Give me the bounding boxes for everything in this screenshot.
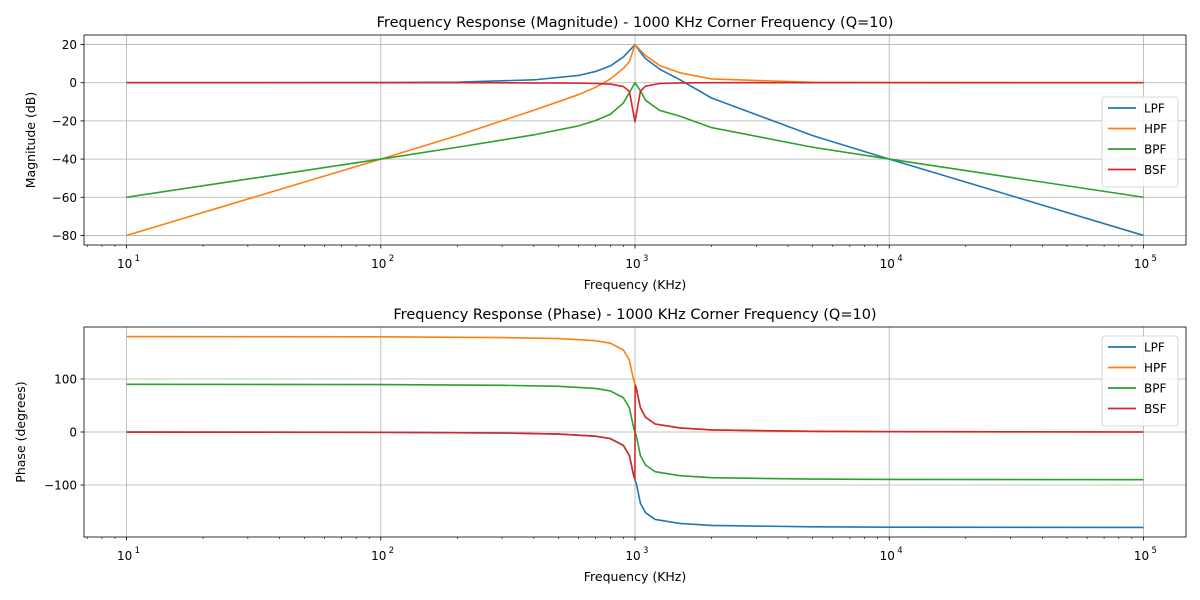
legend-label-bpf: BPF bbox=[1144, 143, 1166, 157]
y-tick-label: 100 bbox=[54, 372, 77, 386]
y-tick-label: 0 bbox=[69, 426, 77, 440]
x-tick-label-exponent: 5 bbox=[1151, 254, 1156, 264]
legend-label-lpf: LPF bbox=[1144, 102, 1165, 116]
legend-label-bsf: BSF bbox=[1144, 163, 1167, 177]
x-tick-label: 10 bbox=[371, 549, 386, 563]
series-line-bpf bbox=[126, 81, 1144, 199]
y-axis-label: Phase (degrees) bbox=[13, 381, 28, 482]
x-tick-label: 10 bbox=[117, 549, 132, 563]
x-tick-label-exponent: 1 bbox=[135, 254, 140, 264]
x-tick-label: 10 bbox=[625, 257, 640, 271]
y-tick-label: −80 bbox=[52, 229, 77, 243]
series-line-lpf bbox=[126, 43, 1144, 237]
x-tick-label-exponent: 4 bbox=[897, 254, 902, 264]
series-line-bsf bbox=[126, 81, 1144, 123]
x-tick-label-exponent: 1 bbox=[135, 546, 140, 556]
y-tick-label: 0 bbox=[69, 76, 77, 90]
series-line-hpf bbox=[126, 43, 1144, 237]
legend-label-bsf: BSF bbox=[1144, 402, 1167, 416]
x-tick-label-exponent: 2 bbox=[389, 546, 394, 556]
y-tick-label: −40 bbox=[52, 153, 77, 167]
x-tick-label: 10 bbox=[880, 257, 895, 271]
y-tick-label: −60 bbox=[52, 191, 77, 205]
y-tick-label: 20 bbox=[62, 38, 77, 52]
y-tick-label: −100 bbox=[44, 479, 77, 493]
legend-label-hpf: HPF bbox=[1144, 361, 1167, 375]
legend: LPF HPF BPF BSF bbox=[1101, 96, 1179, 188]
x-tick-label: 10 bbox=[1134, 549, 1149, 563]
legend-label-bpf: BPF bbox=[1144, 382, 1166, 396]
x-tick-label: 10 bbox=[1134, 257, 1149, 271]
x-tick-label-exponent: 4 bbox=[897, 546, 902, 556]
chart-panel-1: 10 1 10 2 10 3 10 4 10 5200−20−40−60−80Frequency … bbox=[23, 15, 1187, 292]
x-tick-label-exponent: 3 bbox=[643, 254, 648, 264]
x-tick-label: 10 bbox=[625, 549, 640, 563]
legend-box bbox=[1101, 335, 1179, 427]
legend-label-hpf: HPF bbox=[1144, 122, 1167, 136]
legend: LPF HPF BPF BSF bbox=[1101, 335, 1179, 427]
x-tick-label: 10 bbox=[117, 257, 132, 271]
chart-title: Frequency Response (Phase) - 1000 KHz Co… bbox=[393, 307, 876, 323]
x-tick-label-exponent: 5 bbox=[1151, 546, 1156, 556]
y-tick-label: −20 bbox=[52, 114, 77, 128]
chart-title: Frequency Response (Magnitude) - 1000 KH… bbox=[377, 15, 894, 31]
x-axis-label: Frequency (KHz) bbox=[584, 569, 686, 584]
x-tick-label: 10 bbox=[371, 257, 386, 271]
series-line-bsf bbox=[126, 384, 1144, 480]
x-tick-label-exponent: 2 bbox=[389, 254, 394, 264]
x-tick-label-exponent: 3 bbox=[643, 546, 648, 556]
legend-label-lpf: LPF bbox=[1144, 341, 1165, 355]
legend-box bbox=[1101, 96, 1179, 188]
x-tick-label: 10 bbox=[880, 549, 895, 563]
y-axis-label: Magnitude (dB) bbox=[23, 92, 38, 188]
x-axis-label: Frequency (KHz) bbox=[584, 277, 686, 292]
